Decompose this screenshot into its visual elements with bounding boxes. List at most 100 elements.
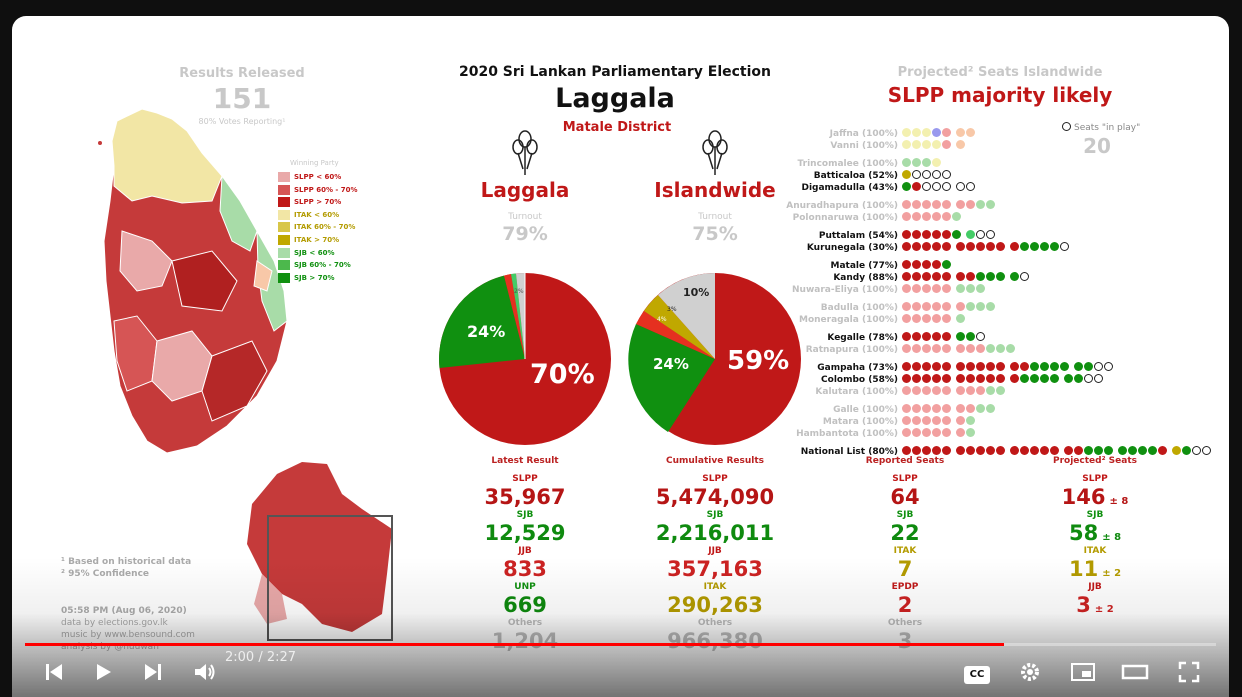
seat-dot — [922, 272, 931, 281]
seat-dot — [902, 158, 911, 167]
seat-row: Kalutara (100%) — [712, 386, 1006, 397]
seat-dot — [902, 314, 911, 323]
seat-dot — [922, 344, 931, 353]
seat-dot — [912, 374, 921, 383]
seat-dot — [956, 446, 965, 455]
party-value-number: 290,263 — [667, 593, 763, 617]
volume-button[interactable] — [190, 657, 220, 687]
data-credit: data by elections.gov.lk — [61, 618, 168, 628]
seat-dot — [902, 128, 911, 137]
seat-row: Matale (77%) — [712, 260, 952, 271]
fullscreen-icon — [1178, 661, 1200, 683]
seat-dot — [902, 374, 911, 383]
legend-label: SLPP < 60% — [294, 173, 342, 181]
seat-dot — [1030, 374, 1039, 383]
local-slpp-pct: 70% — [530, 359, 595, 390]
seat-dot — [922, 374, 931, 383]
fullscreen-button[interactable] — [1174, 657, 1204, 687]
seat-dot — [932, 344, 941, 353]
cumulative-results-title: Cumulative Results — [666, 456, 764, 466]
settings-button[interactable] — [1015, 657, 1045, 687]
seat-dot — [966, 128, 975, 137]
seat-row-label: Kalutara (100%) — [815, 387, 898, 397]
seat-dot — [956, 140, 965, 149]
seat-dot — [986, 362, 995, 371]
party-value-number: 5,474,090 — [655, 485, 775, 509]
seat-dot — [1084, 446, 1093, 455]
seat-row-label: Puttalam (54%) — [818, 231, 898, 241]
party-value: 3 ± 2 — [1015, 593, 1175, 618]
seat-dot — [922, 284, 931, 293]
seat-dot — [1020, 446, 1029, 455]
progress-bar[interactable] — [25, 643, 1216, 646]
seat-dot — [932, 200, 941, 209]
party-name: SLPP — [892, 474, 918, 484]
seat-dot — [1084, 362, 1093, 371]
seat-dot — [902, 284, 911, 293]
previous-button[interactable] — [39, 657, 69, 687]
seat-dot — [966, 386, 975, 395]
seat-dot — [922, 140, 931, 149]
seat-dot — [986, 302, 995, 311]
theater-icon — [1121, 664, 1149, 680]
seat-dot — [912, 362, 921, 371]
captions-button[interactable]: CC — [962, 657, 992, 687]
seat-dot — [922, 260, 931, 269]
party-value-number: 357,163 — [667, 557, 763, 581]
seat-dot — [902, 302, 911, 311]
seat-row: Polonnaruwa (100%) — [712, 212, 962, 223]
open-seat-dot — [932, 170, 941, 179]
seat-dot — [922, 416, 931, 425]
seat-dot — [1030, 446, 1039, 455]
projected-seats-column: Projected² Seats SLPP 146 ± 8 SJB 58 ± 8 ITAK 1… — [1015, 456, 1175, 618]
seat-dot — [966, 344, 975, 353]
seat-row-label: Kandy (88%) — [833, 273, 898, 283]
seat-dot — [1020, 362, 1029, 371]
seat-dot — [942, 260, 951, 269]
seat-row-label: National List (80%) — [800, 447, 898, 457]
footnote-1: ¹ Based on historical data — [61, 557, 192, 567]
seat-dot — [942, 428, 951, 437]
seat-dot — [1040, 362, 1049, 371]
seat-dot — [932, 284, 941, 293]
seat-dot — [932, 128, 941, 137]
next-button[interactable] — [138, 657, 168, 687]
legend-label: SJB < 60% — [294, 248, 335, 257]
seat-dot — [1030, 242, 1039, 251]
margin-of-error: ± 8 — [1109, 496, 1129, 507]
seat-dot — [1006, 344, 1015, 353]
seat-dot — [966, 284, 975, 293]
miniplayer-button[interactable] — [1068, 657, 1098, 687]
seat-row-label: Anuradhapura (100%) — [786, 201, 898, 211]
theater-button[interactable] — [1120, 657, 1150, 687]
seat-dot — [1104, 446, 1113, 455]
seat-dot — [1040, 242, 1049, 251]
seat-dot — [932, 374, 941, 383]
national-other-pct: 10% — [683, 286, 710, 299]
party-value-number: 2 — [897, 593, 913, 617]
margin-of-error: ± 8 — [1102, 532, 1122, 543]
seat-dot — [902, 230, 911, 239]
seat-dot — [932, 446, 941, 455]
party-value: 833 — [445, 557, 605, 582]
video-player[interactable]: Results Released 151 80% Votes Reporting… — [12, 16, 1229, 697]
open-seat-dot — [986, 230, 995, 239]
seat-dot — [912, 302, 921, 311]
seat-dot — [1010, 362, 1019, 371]
seat-dot — [902, 386, 911, 395]
local-pie-chart — [439, 273, 611, 445]
seat-row: Ratnapura (100%) — [712, 344, 1016, 355]
seat-row: Colombo (58%) — [712, 374, 1104, 385]
seat-row-label: Colombo (58%) — [821, 375, 898, 385]
seat-dot — [1094, 446, 1103, 455]
open-seat-dot — [1084, 374, 1093, 383]
party-value: 58 ± 8 — [1015, 521, 1175, 546]
seat-dot — [976, 242, 985, 251]
party-name: Others — [887, 618, 923, 628]
seat-row-label: Vanni (100%) — [830, 141, 898, 151]
play-button[interactable] — [88, 657, 118, 687]
seat-dot — [912, 260, 921, 269]
seat-dot — [1182, 446, 1191, 455]
seat-dot — [912, 200, 921, 209]
seat-dot — [912, 416, 921, 425]
